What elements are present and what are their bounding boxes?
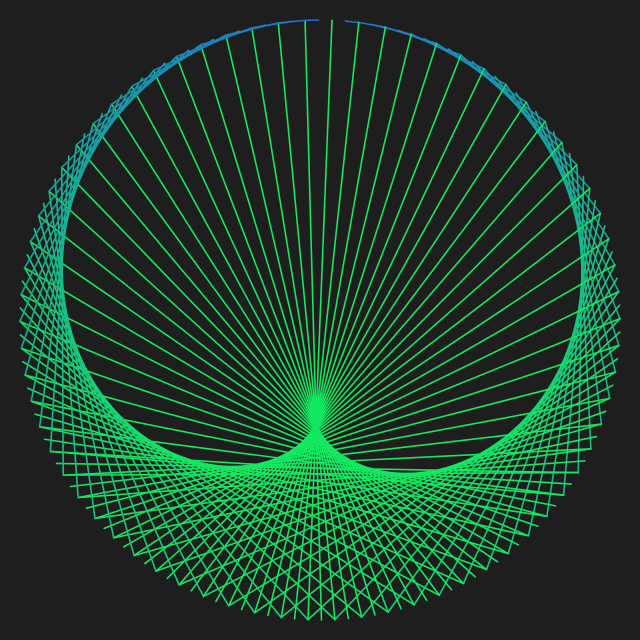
string-line (413, 277, 618, 606)
string-line (54, 178, 79, 499)
string-line (20, 293, 282, 619)
string-line (568, 152, 603, 425)
string-line (562, 187, 591, 496)
string-line (344, 20, 360, 24)
string-line (304, 19, 323, 621)
string-line (30, 400, 488, 571)
string-line (27, 387, 465, 585)
string-line (103, 317, 621, 530)
string-line (26, 253, 205, 598)
string-line (227, 371, 617, 607)
string-line (37, 215, 135, 557)
string-line (144, 212, 602, 565)
string-line (21, 280, 256, 614)
string-line (19, 103, 113, 323)
string-line (75, 144, 453, 591)
string-line (23, 267, 230, 607)
string-line (23, 267, 509, 555)
string-line (225, 34, 363, 618)
string-line (29, 240, 180, 586)
string-line (77, 460, 586, 499)
string-line (280, 344, 620, 619)
string-line (122, 264, 616, 548)
string-line (131, 85, 415, 606)
string-line (48, 190, 476, 578)
string-line (251, 27, 350, 620)
string-line (30, 133, 86, 403)
string-line (166, 164, 578, 580)
string-line (34, 413, 509, 555)
string-line (277, 19, 306, 24)
string-line (48, 62, 166, 192)
string-line (29, 240, 499, 563)
string-line (485, 237, 610, 571)
string-line (20, 293, 520, 546)
string-line (535, 110, 621, 320)
string-line (202, 101, 528, 598)
string-line (37, 69, 155, 217)
string-line (20, 94, 123, 296)
string-line (253, 42, 438, 614)
string-line (293, 21, 360, 620)
string-line (62, 448, 592, 476)
string-line (240, 54, 462, 611)
string-line (42, 202, 115, 539)
string-line (20, 347, 539, 528)
string-line (152, 69, 403, 610)
string-line (280, 26, 387, 619)
string-line (307, 19, 333, 621)
string-line (110, 103, 428, 602)
string-line (505, 83, 610, 240)
string-line (277, 22, 336, 621)
string-line (22, 360, 415, 606)
string-lines (19, 19, 621, 621)
string-line (215, 83, 507, 603)
string-line (561, 141, 611, 400)
string-line (49, 450, 565, 496)
string-line (60, 166, 65, 476)
string-line (19, 334, 363, 618)
string-line (60, 166, 465, 585)
string-line (133, 237, 610, 557)
string-line (178, 141, 563, 586)
string-line (77, 397, 611, 499)
string-line (23, 85, 133, 269)
string-line (267, 33, 413, 617)
string-line (38, 425, 530, 537)
string-line (112, 290, 620, 539)
string-line (94, 344, 620, 520)
string-line (199, 43, 376, 616)
string-line (24, 374, 548, 518)
string-line (19, 320, 336, 621)
